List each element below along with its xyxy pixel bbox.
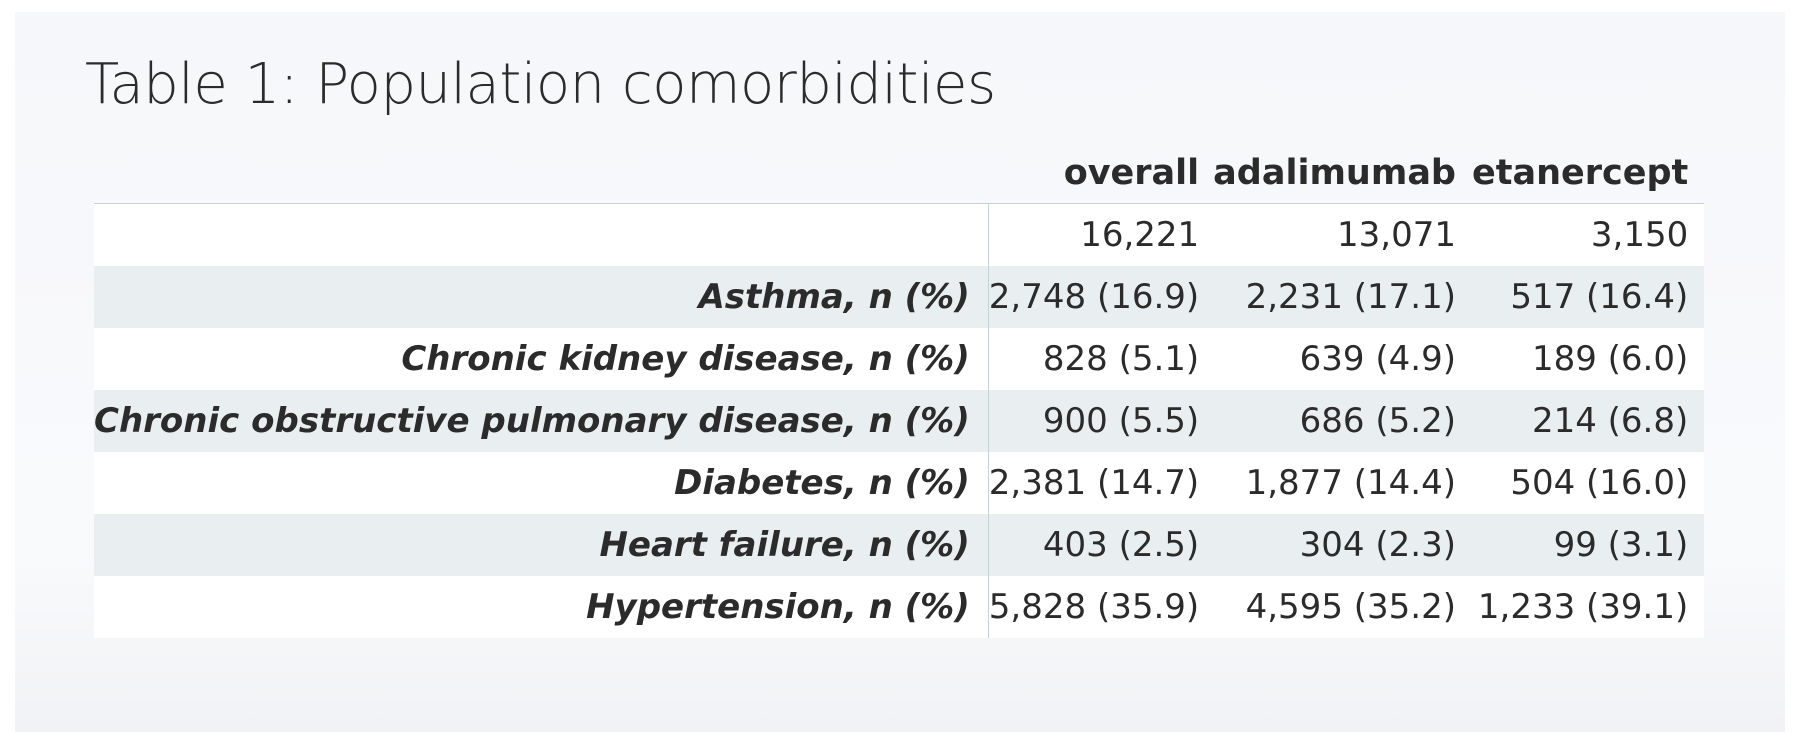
page-title: Table 1: Population comorbidities: [85, 52, 996, 117]
table-row: Diabetes, n (%) 2,381 (14.7) 1,877 (14.4…: [94, 452, 1705, 514]
table-row: Hypertension, n (%) 5,828 (35.9) 4,595 (…: [94, 576, 1705, 638]
cell-overall: 16,221: [1080, 215, 1200, 255]
cell-adalimumab: 686 (5.2): [1299, 401, 1456, 441]
cell-adalimumab: 1,877 (14.4): [1245, 463, 1456, 503]
cell-adalimumab: 2,231 (17.1): [1245, 277, 1456, 317]
cell-adalimumab: 304 (2.3): [1299, 525, 1456, 565]
table-header-row: overall adalimumab etanercept: [94, 143, 1705, 204]
row-label: Chronic obstructive pulmonary disease, n…: [94, 390, 989, 452]
cell-overall: 2,748 (16.9): [988, 277, 1200, 317]
cell-adalimumab: 13,071: [1337, 215, 1456, 255]
cell-adalimumab: 4,595 (35.2): [1245, 587, 1456, 627]
cell-etanercept: 99 (3.1): [1553, 525, 1689, 565]
row-label: Hypertension, n (%): [94, 576, 989, 638]
cell-adalimumab: 639 (4.9): [1299, 339, 1456, 379]
cell-etanercept: 1,233 (39.1): [1477, 587, 1689, 627]
cell-overall: 403 (2.5): [1042, 525, 1200, 565]
cell-etanercept: 189 (6.0): [1531, 339, 1689, 379]
column-header-overall: overall: [988, 143, 1214, 204]
row-label: Diabetes, n (%): [94, 452, 989, 514]
cell-etanercept: 504 (16.0): [1510, 463, 1689, 503]
cell-etanercept: 3,150: [1590, 215, 1689, 255]
column-header-adalimumab: adalimumab: [1213, 143, 1472, 204]
row-label: Chronic kidney disease, n (%): [94, 328, 989, 390]
cell-overall: 5,828 (35.9): [988, 587, 1200, 627]
cell-overall: 828 (5.1): [1042, 339, 1200, 379]
comorbidities-table: overall adalimumab etanercept 16,221 13,…: [94, 143, 1705, 638]
table-row: Heart failure, n (%) 403 (2.5) 304 (2.3)…: [94, 514, 1705, 576]
row-label: Asthma, n (%): [94, 266, 989, 328]
row-label: [94, 203, 989, 266]
column-header-etanercept: etanercept: [1471, 143, 1705, 204]
table-row: Chronic obstructive pulmonary disease, n…: [94, 390, 1705, 452]
table-row: Asthma, n (%) 2,748 (16.9) 2,231 (17.1) …: [94, 266, 1705, 328]
row-label: Heart failure, n (%): [94, 514, 989, 576]
row-label-header: [94, 143, 989, 204]
cell-overall: 2,381 (14.7): [988, 463, 1200, 503]
cell-etanercept: 517 (16.4): [1510, 277, 1689, 317]
cell-etanercept: 214 (6.8): [1531, 401, 1689, 441]
table-row-n: 16,221 13,071 3,150: [94, 203, 1705, 266]
cell-overall: 900 (5.5): [1042, 401, 1200, 441]
table-row: Chronic kidney disease, n (%) 828 (5.1) …: [94, 328, 1705, 390]
